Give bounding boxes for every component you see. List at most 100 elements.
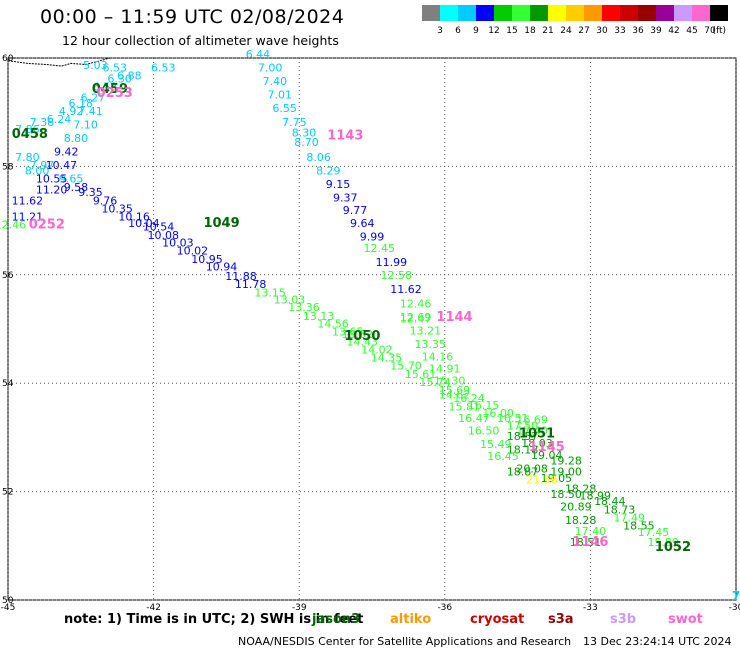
color-tick-label: 15 (506, 26, 517, 35)
wave-height-value: 7.97 (30, 159, 55, 172)
wave-height-value: 13.21 (410, 324, 442, 337)
wave-height-value: 18.99 (580, 490, 612, 503)
pass-time-label: 1144 (436, 310, 472, 325)
wave-height-value: 19.28 (550, 455, 582, 468)
color-unit-label: (ft) (712, 26, 726, 35)
wave-height-value: 20.08 (516, 463, 548, 476)
color-swatch (674, 5, 692, 21)
wave-height-value: 5.03 (83, 59, 108, 72)
wave-height-value: 8.00 (25, 165, 50, 178)
wave-height-value: 14.35 (371, 352, 403, 365)
wave-height-value: 8.80 (64, 132, 89, 145)
wave-height-value: 14.02 (361, 343, 393, 356)
y-tick-label: 58 (2, 162, 14, 172)
wave-height-value: 7.40 (263, 75, 288, 88)
wave-height-value: 10.94 (206, 260, 238, 273)
color-tick-label: 6 (455, 26, 461, 35)
generated-timestamp: 13 Dec 23:24:14 UTC 2024 (583, 635, 732, 648)
wave-height-value: 14.16 (422, 350, 454, 363)
wave-height-value: 18.55 (623, 520, 655, 533)
wave-height-value: 18.57 (507, 430, 539, 443)
wave-height-value: 7.86 (15, 123, 40, 136)
color-swatch (422, 5, 440, 21)
wave-height-value: 18.51 (570, 536, 602, 549)
y-tick-label: 56 (2, 271, 14, 281)
wave-height-value: 13.65 (332, 326, 364, 339)
wave-height-value: 7.00 (258, 62, 283, 75)
wave-height-value: 14.56 (317, 317, 349, 330)
color-tick-label: 39 (650, 26, 662, 35)
x-tick-label: -30 (729, 603, 740, 613)
color-swatch (584, 5, 602, 21)
wave-height-value: 9.15 (326, 178, 351, 191)
wave-height-value: 9.76 (93, 194, 118, 207)
pass-time-label: 0459 (92, 82, 128, 97)
wave-height-value: 8.70 (294, 136, 319, 149)
wave-height-value: 8.29 (316, 165, 341, 178)
wave-height-value: 15.61 (405, 368, 437, 381)
color-tick-label: 70 (704, 26, 716, 35)
wave-height-value: 12.58 (381, 269, 413, 282)
satellite-legend-swot: swot (668, 612, 703, 627)
color-swatch (620, 5, 638, 21)
wave-height-value: 7.80 (15, 151, 40, 164)
wave-height-value: 9.37 (333, 192, 358, 205)
y-tick-label: 54 (2, 379, 14, 389)
color-tick-label: 18 (524, 26, 536, 35)
wave-height-value: 19.00 (550, 465, 582, 478)
wave-height-value: 18.28 (565, 514, 597, 527)
wave-height-value: 15.74 (419, 376, 451, 389)
wave-height-value: 16.50 (468, 425, 500, 438)
pass-time-label: 7 (732, 589, 740, 603)
pass-time-label: 0253 (97, 86, 133, 101)
satellite-legend-altiko: altiko (390, 612, 432, 627)
wave-height-value: 7.01 (268, 89, 293, 102)
wave-height-value: 11.21 (12, 211, 44, 224)
wave-height-value: 7.38 (30, 116, 55, 129)
color-swatch (458, 5, 476, 21)
pass-time-label: 1146 (572, 535, 608, 550)
color-swatch (566, 5, 584, 21)
color-swatch (512, 5, 530, 21)
wave-height-value: 7.75 (282, 116, 307, 129)
color-tick-label: 30 (596, 26, 608, 35)
wave-height-value: 11.99 (376, 256, 408, 269)
color-tick-label: 24 (560, 26, 572, 35)
wave-height-value: 18.18 (507, 444, 539, 457)
wave-height-value: 6.27 (81, 91, 106, 104)
wave-height-value: 15.70 (390, 360, 422, 373)
wave-height-value: 10.47 (46, 159, 78, 172)
wave-height-value: 13.35 (414, 338, 446, 351)
y-tick-label: 52 (2, 488, 13, 498)
wave-height-value: 16.24 (453, 392, 485, 405)
wave-height-value: 6.88 (117, 70, 142, 83)
wave-height-value: 9.64 (350, 217, 375, 230)
color-swatch (440, 5, 458, 21)
pass-time-label: 1050 (344, 329, 380, 344)
wave-height-value: 16.51 (497, 412, 529, 425)
wave-height-value: 6.30 (107, 72, 132, 85)
wave-height-value: 16.15 (468, 399, 500, 412)
wave-height-value: 6.53 (103, 62, 128, 75)
x-tick-label: -36 (437, 603, 452, 613)
wave-height-value: 9.42 (54, 146, 79, 159)
wave-height-value: 9.58 (64, 181, 89, 194)
wave-height-value: 15.69 (439, 384, 471, 397)
color-tick-label: 33 (614, 26, 625, 35)
wave-height-value: 17.49 (613, 511, 645, 524)
wave-height-value: 18.50 (550, 488, 582, 501)
wave-height-value: 12.46 (0, 219, 26, 232)
wave-height-value: 11.88 (225, 270, 257, 283)
pass-time-label: 0252 (29, 218, 65, 233)
color-swatch (476, 5, 494, 21)
wave-height-value: 6.24 (47, 113, 72, 126)
wave-height-value: 17.50 (507, 419, 539, 432)
wave-height-value: 10.35 (101, 202, 133, 215)
wave-height-value: 18.73 (604, 503, 636, 516)
satellite-legend-jason3: jason3 (312, 612, 361, 627)
wave-height-value: 11.62 (12, 194, 44, 207)
wave-height-value: 18.87 (507, 465, 539, 478)
wave-height-value: 15.30 (434, 374, 466, 387)
wave-height-value: 14.91 (429, 362, 461, 375)
wave-height-value: 18.44 (594, 495, 626, 508)
